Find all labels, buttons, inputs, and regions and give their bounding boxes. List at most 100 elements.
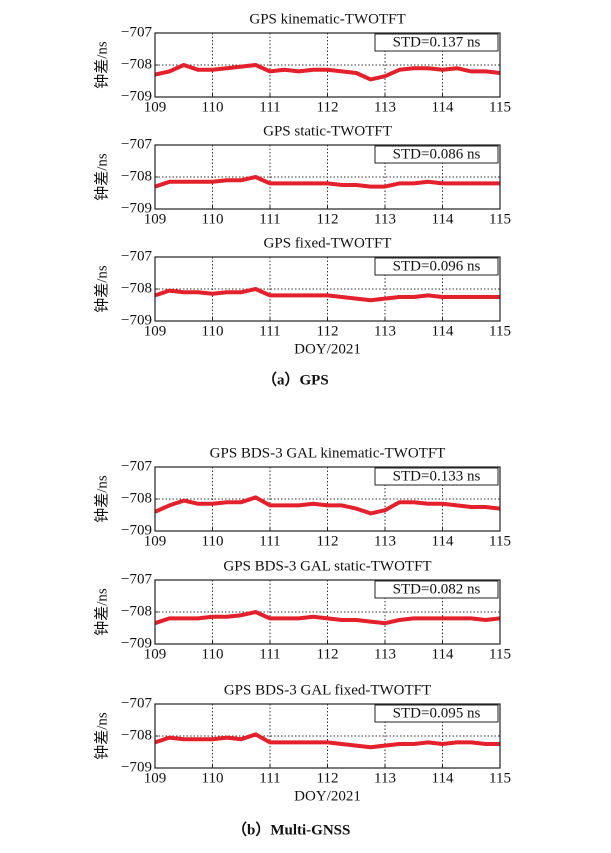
y-axis-label: 钟差/ns [93, 41, 110, 89]
x-tick-label: 114 [432, 99, 454, 115]
x-tick-label: 111 [259, 770, 280, 786]
x-tick-label: 109 [144, 99, 167, 115]
x-tick-label: 112 [317, 533, 339, 549]
x-tick-label: 111 [259, 211, 280, 227]
y-tick-label: −708 [121, 490, 152, 506]
y-tick-label: −709 [121, 88, 152, 104]
x-tick-label: 113 [374, 770, 396, 786]
x-tick-label: 115 [489, 646, 511, 662]
chart-title: GPS kinematic-TWOTFT [249, 11, 405, 27]
x-tick-label: 113 [374, 646, 396, 662]
y-tick-label: −709 [121, 312, 152, 328]
x-tick-label: 112 [317, 323, 339, 339]
x-tick-label: 113 [374, 211, 396, 227]
y-axis-label: 钟差/ns [93, 588, 110, 636]
y-axis-label: 钟差/ns [93, 475, 110, 523]
x-tick-label: 113 [374, 533, 396, 549]
x-tick-label: 109 [144, 646, 167, 662]
annotation-box [374, 704, 499, 723]
y-axis-label: 钟差/ns [93, 265, 110, 313]
x-tick-label: 111 [259, 533, 280, 549]
plot-frame [154, 579, 501, 645]
annotation: STD=0.133 ns [393, 468, 481, 484]
x-tick-label: 115 [489, 99, 511, 115]
y-tick-label: −708 [121, 280, 152, 296]
y-tick-label: −707 [121, 24, 152, 40]
y-tick-label: −709 [121, 635, 152, 651]
plot-frame [154, 256, 501, 322]
x-tick-label: 110 [202, 99, 224, 115]
annotation-box [374, 467, 499, 486]
x-tick-label: 109 [144, 323, 167, 339]
data-line [154, 287, 500, 303]
annotation-box [374, 257, 499, 276]
y-axis-label: 钟差/ns [93, 153, 110, 201]
x-tick-label: 114 [432, 533, 454, 549]
y-tick-label: −708 [121, 56, 152, 72]
chart-title: GPS BDS-3 GAL static-TWOTFT [223, 558, 431, 574]
x-tick-label: 111 [259, 323, 280, 339]
x-tick-label: 114 [432, 323, 454, 339]
x-tick-label: 112 [317, 211, 339, 227]
y-tick-label: −709 [121, 759, 152, 775]
x-tick-label: 114 [432, 211, 454, 227]
annotation: STD=0.096 ns [393, 258, 481, 274]
annotation: STD=0.086 ns [393, 146, 481, 162]
x-tick-label: 112 [317, 646, 339, 662]
x-tick-label: 113 [374, 323, 396, 339]
x-tick-label: 115 [489, 323, 511, 339]
plot-frame [154, 144, 501, 210]
y-tick-label: −707 [121, 248, 152, 264]
x-tick-label: 111 [259, 646, 280, 662]
data-line [154, 732, 500, 750]
plot-frame [154, 466, 501, 532]
x-tick-label: 114 [432, 770, 454, 786]
x-tick-label: 113 [374, 99, 396, 115]
x-tick-label: 109 [144, 211, 167, 227]
x-tick-label: 110 [202, 646, 224, 662]
annotation-box [374, 33, 499, 52]
y-axis-label: 钟差/ns [93, 712, 110, 760]
x-axis-label: DOY/2021 [294, 788, 361, 804]
data-line [154, 63, 501, 82]
x-tick-label: 111 [259, 99, 280, 115]
y-tick-label: −709 [121, 200, 152, 216]
x-tick-label: 112 [317, 770, 339, 786]
caption: （b）Multi-GNSS [232, 820, 350, 838]
annotation: STD=0.137 ns [393, 34, 481, 50]
x-tick-label: 114 [432, 646, 454, 662]
data-line [154, 495, 501, 516]
x-tick-label: 110 [202, 323, 224, 339]
x-tick-label: 110 [202, 211, 224, 227]
y-tick-label: −708 [121, 168, 152, 184]
x-tick-label: 115 [489, 211, 511, 227]
plot-frame [154, 703, 501, 769]
x-tick-label: 110 [202, 533, 224, 549]
annotation: STD=0.095 ns [393, 705, 481, 721]
x-tick-label: 109 [144, 770, 167, 786]
chart-title: GPS fixed-TWOTFT [264, 235, 392, 251]
annotation-box [374, 580, 499, 599]
plot-frame [154, 32, 501, 98]
annotation: STD=0.082 ns [393, 581, 481, 597]
y-tick-label: −708 [121, 603, 152, 619]
data-line [154, 610, 501, 626]
y-tick-label: −709 [121, 522, 152, 538]
y-tick-label: −707 [121, 458, 152, 474]
y-tick-label: −708 [121, 727, 152, 743]
x-tick-label: 109 [144, 533, 167, 549]
chart-title: GPS static-TWOTFT [263, 123, 392, 139]
data-line [154, 175, 500, 189]
chart-title: GPS BDS-3 GAL kinematic-TWOTFT [210, 445, 446, 461]
x-axis-label: DOY/2021 [294, 341, 361, 357]
x-tick-label: 115 [489, 533, 511, 549]
x-tick-label: 112 [317, 99, 339, 115]
caption: （a）GPS [262, 370, 329, 388]
chart-title: GPS BDS-3 GAL fixed-TWOTFT [224, 682, 431, 698]
y-tick-label: −707 [121, 136, 152, 152]
y-tick-label: −707 [121, 571, 152, 587]
annotation-box [374, 145, 499, 164]
x-tick-label: 110 [202, 770, 224, 786]
y-tick-label: −707 [121, 695, 152, 711]
